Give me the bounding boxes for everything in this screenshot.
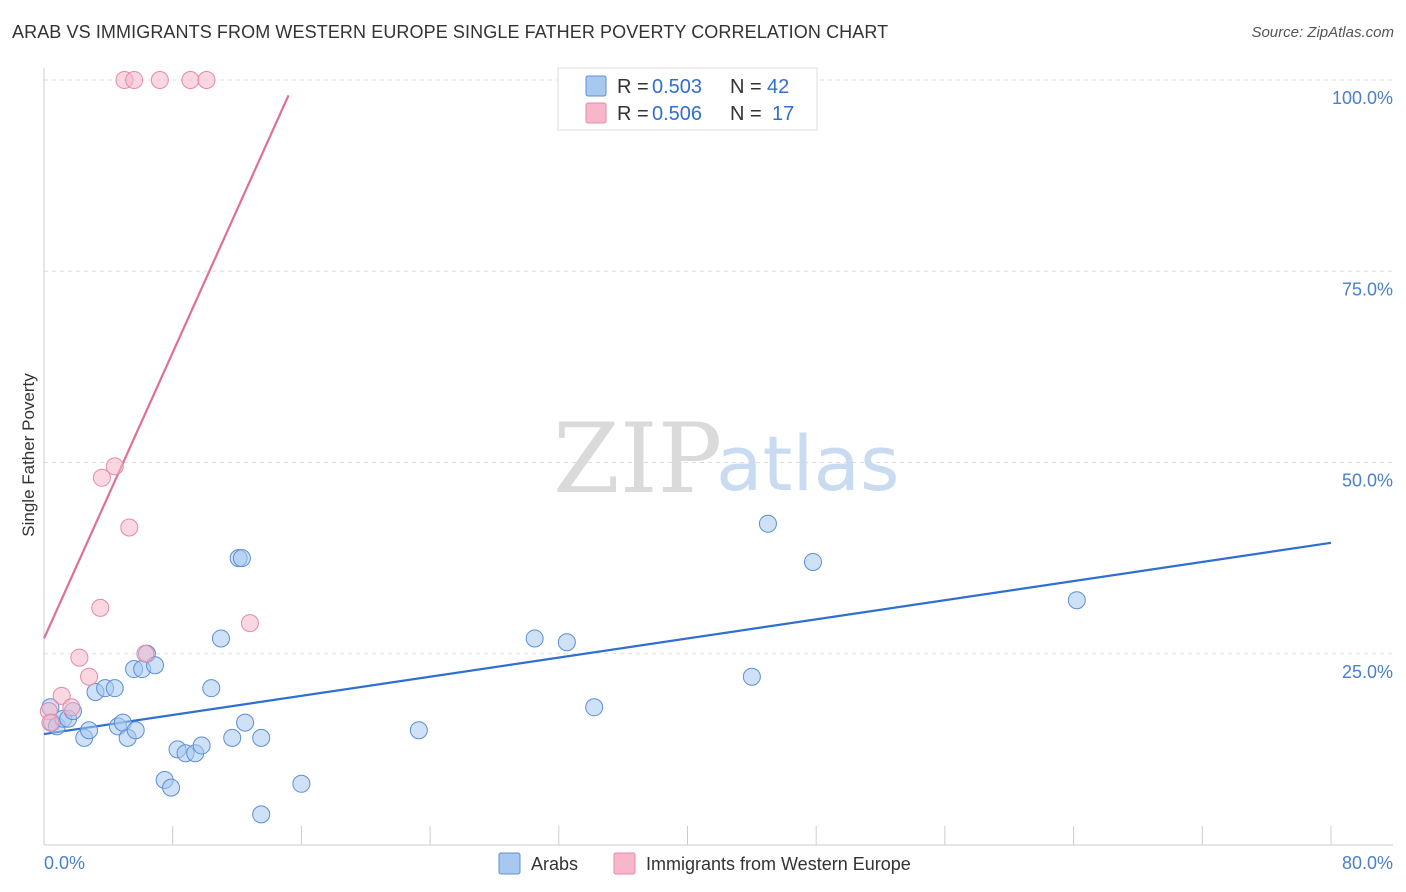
x-tick-label-max: 80.0%: [1342, 853, 1393, 873]
y-axis-label: Single Father Poverty: [19, 373, 38, 537]
point-western-europe: [41, 713, 60, 732]
y-tick-label: 25.0%: [1342, 662, 1393, 682]
point-arabs: [162, 778, 181, 797]
point-arabs: [192, 736, 211, 755]
series-legend-label-arabs: Arabs: [531, 854, 578, 874]
legend-n-label-arabs: N =: [730, 76, 762, 98]
point-arabs: [409, 721, 428, 740]
watermark-zip: ZIP: [553, 403, 722, 515]
point-western-europe: [52, 686, 71, 705]
point-arabs: [126, 721, 145, 740]
point-arabs: [803, 552, 822, 571]
y-tick-label: 100.0%: [1332, 88, 1393, 108]
point-arabs: [252, 728, 271, 747]
point-western-europe: [91, 598, 110, 617]
point-arabs: [202, 679, 221, 698]
trend-lines: [42, 94, 1332, 736]
point-arabs: [211, 629, 230, 648]
point-western-europe: [92, 468, 111, 487]
chart-title: ARAB VS IMMIGRANTS FROM WESTERN EUROPE S…: [12, 22, 889, 42]
point-western-europe: [136, 644, 155, 663]
point-arabs: [742, 667, 761, 686]
legend-n-label-western-europe: N =: [730, 103, 762, 125]
point-arabs: [105, 679, 124, 698]
point-western-europe: [105, 457, 124, 476]
x-tick-label-min: 0.0%: [44, 853, 85, 873]
point-western-europe: [120, 518, 139, 537]
legend-swatch-arabs: [585, 75, 607, 97]
legend-swatch-western-europe: [585, 102, 607, 124]
source-credit: Source: ZipAtlas.com: [1251, 24, 1394, 41]
point-arabs: [557, 633, 576, 652]
legend-n-value-western-europe: 17: [772, 103, 794, 125]
point-arabs: [1067, 591, 1086, 610]
series-legend-swatch-western-europe: [613, 852, 636, 875]
point-arabs: [232, 549, 251, 568]
point-arabs: [585, 698, 604, 717]
y-tick-label: 50.0%: [1342, 471, 1393, 491]
series-legend: Arabs Immigrants from Western Europe: [498, 852, 911, 875]
point-western-europe: [80, 667, 99, 686]
series-legend-label-western-europe: Immigrants from Western Europe: [646, 854, 911, 874]
legend-r-value-western-europe: 0.506: [652, 103, 702, 125]
point-arabs: [758, 514, 777, 533]
point-arabs: [236, 713, 255, 732]
legend-r-value-arabs: 0.503: [652, 76, 702, 98]
legend-r-label-arabs: R =: [617, 76, 649, 98]
point-arabs: [80, 721, 99, 740]
series-legend-swatch-arabs: [498, 852, 521, 875]
legend-r-label-western-europe: R =: [617, 103, 649, 125]
point-western-europe: [150, 71, 169, 89]
point-arabs: [525, 629, 544, 648]
trend-line-arabs: [43, 541, 1332, 736]
watermark-atlas: atlas: [716, 419, 900, 508]
point-western-europe: [125, 71, 144, 89]
point-western-europe: [181, 71, 200, 89]
y-tick-labels: 100.0% 75.0% 50.0% 25.0%: [1332, 88, 1393, 682]
point-arabs: [252, 805, 271, 824]
legend-n-value-arabs: 42: [767, 76, 789, 98]
data-points: [39, 71, 1086, 824]
gridlines: [44, 79, 1393, 655]
trend-line-western-europe: [42, 94, 290, 639]
stats-legend: R = 0.503 N = 42 R = 0.506 N = 17: [557, 67, 818, 131]
point-arabs: [223, 728, 242, 747]
point-western-europe: [62, 698, 81, 717]
y-tick-label: 75.0%: [1342, 279, 1393, 299]
point-western-europe: [70, 648, 89, 667]
point-arabs: [146, 656, 165, 675]
point-arabs: [292, 774, 311, 793]
point-western-europe: [240, 614, 259, 633]
point-western-europe: [197, 71, 216, 89]
